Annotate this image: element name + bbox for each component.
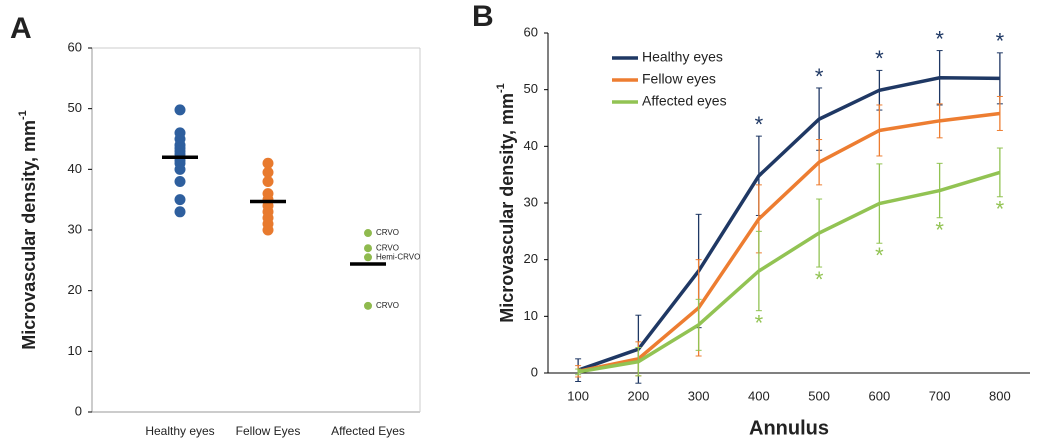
y-tick-label: 60 bbox=[524, 24, 538, 39]
data-point bbox=[174, 206, 186, 218]
x-tick-label: 500 bbox=[808, 388, 830, 403]
legend-label: Affected eyes bbox=[642, 93, 727, 109]
y-axis-label-sup: -1 bbox=[495, 83, 507, 93]
data-point bbox=[174, 194, 186, 206]
x-tick-label: 100 bbox=[567, 388, 589, 403]
significance-marker: * bbox=[935, 26, 944, 51]
y-axis-label-text: Microvascular density, mm bbox=[19, 120, 39, 350]
y-tick-label: 50 bbox=[524, 81, 538, 96]
y-axis-label: Microvascular density, mm-1 bbox=[17, 110, 39, 350]
y-tick-label: 40 bbox=[68, 161, 82, 176]
point-label: CRVO bbox=[376, 228, 399, 237]
y-tick-label: 20 bbox=[68, 282, 82, 297]
significance-marker: * bbox=[815, 64, 824, 89]
significance-marker: * bbox=[875, 46, 884, 71]
x-tick-label: 200 bbox=[628, 388, 650, 403]
x-tick-label: Healthy eyes bbox=[145, 424, 214, 438]
x-tick-label: 300 bbox=[688, 388, 710, 403]
point-label: Hemi-CRVO bbox=[376, 252, 420, 261]
x-tick-label: 800 bbox=[989, 388, 1011, 403]
significance-marker: * bbox=[935, 218, 944, 243]
data-point bbox=[174, 163, 186, 175]
y-axis-label: Microvascular density, mm-1 bbox=[495, 83, 517, 323]
significance-marker: * bbox=[875, 243, 884, 268]
y-tick-label: 10 bbox=[68, 343, 82, 358]
data-point bbox=[364, 229, 372, 238]
data-point bbox=[364, 301, 372, 310]
y-tick-label: 40 bbox=[524, 138, 538, 153]
series-line bbox=[577, 111, 1001, 374]
legend-label: Healthy eyes bbox=[642, 49, 723, 65]
legend-label: Fellow eyes bbox=[642, 71, 716, 87]
y-tick-label: 30 bbox=[524, 194, 538, 209]
series-line bbox=[577, 76, 1000, 372]
point-label: CRVO bbox=[376, 301, 399, 310]
data-point bbox=[174, 175, 186, 187]
significance-marker: * bbox=[996, 197, 1005, 222]
y-tick-label: 0 bbox=[75, 403, 82, 418]
significance-marker: * bbox=[755, 310, 764, 335]
x-tick-label: 600 bbox=[869, 388, 891, 403]
significance-marker: * bbox=[996, 29, 1005, 54]
x-tick-label: Fellow Eyes bbox=[236, 424, 301, 438]
x-tick-label: 400 bbox=[748, 388, 770, 403]
data-point bbox=[262, 157, 274, 169]
y-tick-label: 10 bbox=[524, 308, 538, 323]
data-point bbox=[364, 244, 372, 253]
panel-label: A bbox=[10, 12, 32, 45]
x-tick-label: 700 bbox=[929, 388, 951, 403]
y-tick-label: 0 bbox=[531, 364, 538, 379]
data-point bbox=[262, 166, 274, 178]
data-point bbox=[262, 175, 274, 187]
y-axis-label-text: Microvascular density, mm bbox=[497, 93, 517, 323]
series-line bbox=[577, 170, 1001, 374]
y-tick-label: 60 bbox=[68, 39, 82, 54]
point-label: CRVO bbox=[376, 243, 399, 252]
data-point bbox=[174, 104, 186, 116]
x-axis-label: Annulus bbox=[749, 417, 829, 439]
y-tick-label: 30 bbox=[68, 221, 82, 236]
panel-label: B bbox=[472, 0, 494, 33]
significance-marker: * bbox=[815, 267, 824, 292]
significance-marker: * bbox=[755, 112, 764, 137]
y-tick-label: 20 bbox=[524, 251, 538, 266]
data-point bbox=[262, 224, 274, 236]
data-point bbox=[364, 253, 372, 262]
y-axis-label-sup: -1 bbox=[17, 110, 29, 120]
x-tick-label: Affected Eyes bbox=[331, 424, 405, 438]
y-tick-label: 50 bbox=[68, 100, 82, 115]
